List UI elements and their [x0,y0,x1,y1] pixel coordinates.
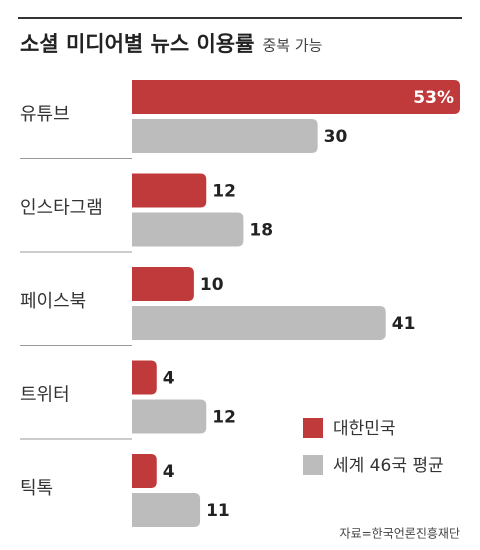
value-label: 12 [212,408,236,428]
category-label: 페이스북 [20,291,86,312]
bar [132,173,207,208]
legend-label: 세계 46국 평균 [333,456,444,476]
legend-label: 대한민국 [333,419,396,439]
value-label: 10 [200,275,224,295]
value-label: 12 [212,182,236,202]
legend-swatch [303,418,323,438]
bar [132,454,157,488]
value-label: 30 [324,127,348,147]
value-label: 11 [206,501,230,521]
source: 자료=한국언론진흥재단 [340,527,460,541]
category-label: 유튜브 [20,104,70,125]
value-label: 4 [163,369,175,389]
chart-subtitle: 중복 가능 [262,37,322,55]
category-label: 틱톡 [20,478,53,499]
value-label: 18 [249,221,273,241]
category-label: 인스타그램 [20,197,103,218]
value-label: 41 [392,314,416,334]
value-label: 4 [163,462,175,482]
bar [132,306,386,340]
bar [132,399,207,434]
bar [132,80,460,114]
legend-swatch [303,455,323,475]
bar [132,360,157,395]
chart-title: 소셜 미디어별 뉴스 이용률 [20,32,254,56]
bar [132,119,318,153]
value-label: 53% [413,88,454,108]
bar [132,267,194,301]
bar [132,493,201,527]
category-label: 트위터 [20,384,70,405]
bar [132,212,244,247]
